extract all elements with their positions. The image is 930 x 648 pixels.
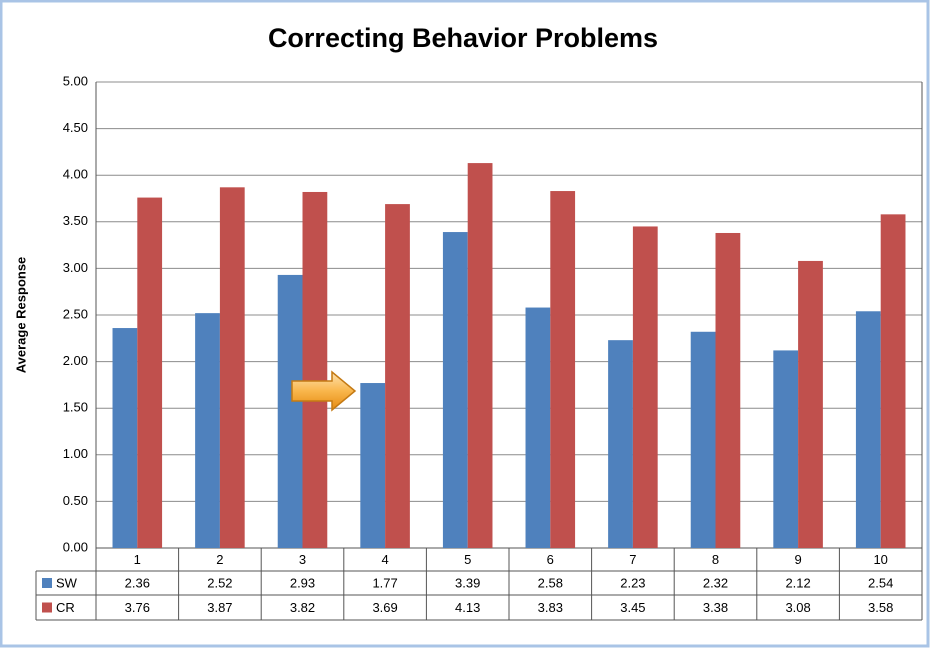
bar: [112, 328, 138, 548]
table-cell: 2.36: [125, 575, 150, 590]
bar: [690, 331, 716, 548]
y-tick-label: 4.00: [63, 167, 88, 182]
arrow: [291, 370, 357, 412]
legend-key: [42, 578, 52, 588]
bar: [608, 340, 633, 548]
x-tick-label: 1: [134, 552, 141, 567]
table-cell: 3.69: [372, 600, 397, 615]
table-cell: 2.93: [290, 575, 315, 590]
table-cell: 4.13: [455, 600, 480, 615]
table-cell: 3.39: [455, 575, 480, 590]
table-cell: 3.87: [207, 600, 232, 615]
x-tick-label: 7: [629, 552, 636, 567]
bar: [195, 313, 220, 548]
table-cell: 2.52: [207, 575, 232, 590]
bar: [360, 383, 386, 548]
table-cell: 2.54: [868, 575, 893, 590]
table-cell: 3.08: [785, 600, 810, 615]
bar: [855, 311, 881, 548]
y-tick-label: 5.00: [63, 73, 88, 88]
x-tick-label: 9: [794, 552, 801, 567]
table-cell: 2.58: [538, 575, 563, 590]
y-axis-label: Average Response: [13, 257, 28, 374]
bar: [550, 191, 576, 548]
table-cell: 3.38: [703, 600, 728, 615]
x-tick-label: 5: [464, 552, 471, 567]
bar: [302, 191, 328, 548]
x-tick-label: 3: [299, 552, 306, 567]
bar: [798, 260, 823, 548]
bar: [385, 204, 410, 549]
y-tick-label: 3.00: [63, 260, 88, 275]
legend-key: [42, 602, 52, 613]
y-tick-label: 2.50: [63, 306, 88, 321]
y-tick-label: 0.00: [63, 539, 88, 554]
chart-title: Correcting Behavior Problems: [268, 23, 658, 53]
y-tick-label: 0.50: [63, 493, 88, 508]
x-tick-label: 4: [381, 552, 388, 567]
table-cell: 2.23: [620, 575, 645, 590]
bar: [773, 350, 799, 548]
y-tick-label: 1.00: [63, 446, 88, 461]
table-cell: 3.76: [125, 600, 150, 615]
bar: [467, 163, 493, 549]
bar: [277, 274, 303, 548]
y-tick-label: 4.50: [63, 120, 88, 135]
y-tick-label: 1.50: [63, 400, 88, 415]
y-tick-label: 3.50: [63, 213, 88, 228]
x-tick-label: 10: [873, 552, 887, 567]
bar: [525, 307, 551, 548]
table-cell: 2.32: [703, 575, 728, 590]
legend-label: CR: [56, 600, 75, 615]
x-tick-label: 8: [712, 552, 719, 567]
bar: [137, 197, 163, 548]
table-cell: 2.12: [785, 575, 810, 590]
legend-label: SW: [56, 575, 78, 590]
table-cell: 1.77: [372, 575, 397, 590]
bar: [442, 232, 468, 548]
x-tick-label: 6: [547, 552, 554, 567]
x-tick-label: 2: [216, 552, 223, 567]
bar: [632, 226, 658, 548]
bar: [880, 214, 906, 548]
table-cell: 3.82: [290, 600, 315, 615]
bar: [715, 232, 741, 548]
table-cell: 3.58: [868, 600, 893, 615]
table-cell: 3.83: [538, 600, 563, 615]
y-tick-label: 2.00: [63, 353, 88, 368]
bar: [219, 187, 245, 549]
table-cell: 3.45: [620, 600, 645, 615]
